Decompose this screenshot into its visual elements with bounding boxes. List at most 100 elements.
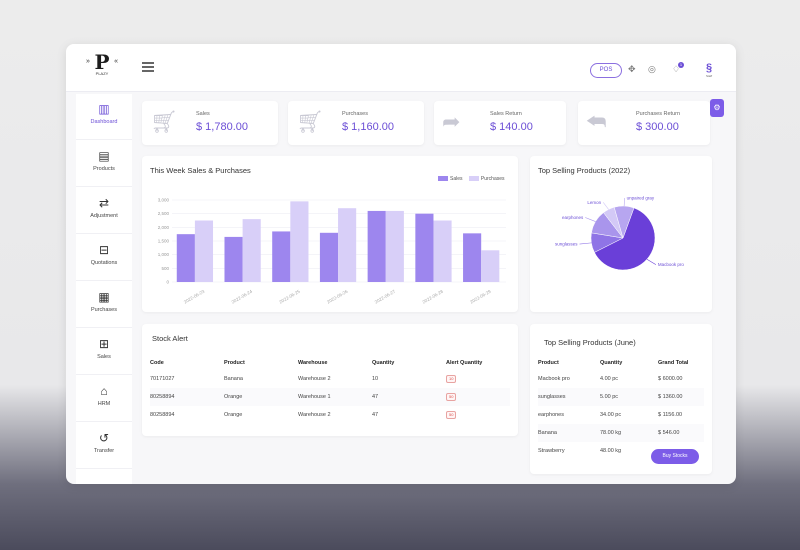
cell-code: 80258894 — [150, 412, 175, 418]
fullscreen-icon[interactable]: ✥ — [628, 64, 636, 74]
stat-card-sales[interactable]: 🛒︎ Sales $ 1,780.00 — [142, 101, 278, 145]
table-header-row: Code Product Warehouse Quantity Alert Qu… — [150, 356, 510, 370]
column-header: Warehouse — [298, 360, 328, 366]
bar-purchases[interactable] — [242, 219, 261, 282]
cell-product: Macbook pro — [538, 376, 570, 382]
legend-swatch-sales — [438, 176, 448, 182]
sidebar-item-dashboard[interactable]: ▥ Dashboard — [76, 94, 132, 140]
cart-icon: 🛒︎ — [150, 109, 178, 134]
user-avatar[interactable]: § Staff — [702, 62, 716, 80]
legend-swatch-purchases — [468, 176, 479, 182]
cell-quantity: 10 — [372, 376, 379, 382]
bar-purchases[interactable] — [290, 201, 309, 282]
bar-sales[interactable] — [319, 232, 339, 282]
stock-alert-card: Stock Alert Code Product Warehouse Quant… — [142, 324, 518, 436]
cell-warehouse: Warehouse 1 — [298, 394, 331, 400]
sidebar-item-label: Sales — [97, 354, 111, 360]
x-tick-label: 2022-06-23 — [183, 289, 206, 305]
bar-purchases[interactable] — [194, 220, 214, 283]
table-row[interactable]: earphones 34.00 pc $ 1156.00 — [538, 406, 704, 424]
app-logo[interactable]: » P PLAZY « — [86, 52, 118, 84]
bar-sales[interactable] — [224, 236, 243, 282]
y-tick-label: 3,000 — [158, 198, 170, 203]
pie-label: Lemon — [587, 200, 601, 205]
sidebar-item-transfer[interactable]: ↺ Transfer — [76, 423, 132, 469]
bar-purchases[interactable] — [433, 220, 452, 283]
sidebar: ▥ Dashboard ▤ Products ⇄ Adjustment ⊟ Qu… — [76, 94, 132, 484]
top-month-title: Top Selling Products (June) — [544, 338, 636, 347]
bar-sales[interactable] — [367, 210, 386, 282]
alert-quantity-badge: 50 — [446, 393, 457, 401]
column-header: Product — [538, 360, 559, 366]
bar-sales[interactable] — [415, 213, 434, 282]
x-tick-label: 2022-06-26 — [326, 289, 349, 305]
stat-label: Sales Return — [490, 111, 522, 117]
chart-title: This Week Sales & Purchases — [150, 166, 251, 175]
top-products-month-card: Top Selling Products (June) Product Quan… — [530, 324, 712, 474]
logo-right-wing-icon: « — [114, 58, 118, 65]
table-row[interactable]: 80258894 Orange Warehouse 1 47 50 — [150, 388, 510, 406]
sidebar-item-products[interactable]: ▤ Products — [76, 141, 132, 187]
cell-total: $ 6000.00 — [658, 376, 683, 382]
bar-purchases[interactable] — [385, 210, 404, 282]
notification-bell-icon[interactable]: ♢ — [672, 64, 681, 74]
bar-sales[interactable] — [272, 231, 291, 282]
chart-legend: Sales Purchases — [438, 176, 505, 182]
dashboard-icon: ▥ — [98, 102, 110, 116]
cell-code: 80258894 — [150, 394, 175, 400]
sidebar-item-label: Products — [93, 166, 115, 172]
alert-quantity-badge: 50 — [446, 411, 457, 419]
sidebar-item-label: HRM — [97, 401, 111, 407]
legend-label-sales: Sales — [450, 176, 463, 182]
language-globe-icon[interactable]: ◎ — [648, 64, 656, 74]
cell-warehouse: Warehouse 2 — [298, 412, 331, 418]
bar-sales[interactable] — [176, 234, 195, 282]
sales-icon: ⊞ — [98, 337, 110, 351]
pie-label: sunglasses — [555, 242, 578, 247]
buy-stocks-button[interactable]: Buy Stocks — [651, 449, 699, 464]
column-header: Alert Quantity — [446, 360, 483, 366]
stat-label: Purchases Return — [636, 111, 681, 117]
sidebar-item-adjustment[interactable]: ⇄ Adjustment — [76, 188, 132, 234]
hrm-icon: ⌂ — [100, 384, 108, 398]
avatar-icon: § — [705, 62, 713, 74]
sidebar-item-purchases[interactable]: ▦ Purchases — [76, 282, 132, 328]
x-tick-label: 2022-06-28 — [422, 289, 445, 305]
pie-slice[interactable] — [613, 205, 635, 239]
cell-quantity: 5.00 pc — [600, 394, 619, 400]
column-header: Code — [150, 360, 164, 366]
sidebar-item-quotations[interactable]: ⊟ Quotations — [76, 235, 132, 281]
table-row[interactable]: 70171027 Banana Warehouse 2 10 10 — [150, 370, 510, 388]
pie-leader-line — [646, 259, 657, 265]
stat-card-purchases-return[interactable]: ⮪ Purchases Return $ 300.00 — [578, 101, 710, 145]
stat-label: Sales — [196, 111, 210, 117]
stock-alert-table: Code Product Warehouse Quantity Alert Qu… — [150, 356, 510, 424]
sidebar-item-hrm[interactable]: ⌂ HRM — [76, 376, 132, 422]
table-row[interactable]: Banana 78.00 kg $ 546.00 — [538, 424, 704, 442]
y-tick-label: 1,000 — [158, 252, 170, 257]
forward-arrow-icon: ➦ — [442, 109, 461, 134]
stock-alert-title: Stock Alert — [152, 334, 188, 343]
bar-purchases[interactable] — [338, 208, 357, 282]
table-row[interactable]: 80258894 Orange Warehouse 2 47 50 — [150, 406, 510, 424]
cell-product: sunglasses — [538, 394, 566, 400]
table-row[interactable]: Strawberry 48.00 kg — [538, 442, 704, 460]
stat-card-sales-return[interactable]: ➦ Sales Return $ 140.00 — [434, 101, 566, 145]
cell-product: Orange — [224, 412, 243, 418]
pie-slice[interactable] — [594, 207, 656, 271]
menu-toggle-icon[interactable] — [142, 62, 154, 72]
bar-purchases[interactable] — [481, 250, 500, 282]
cell-total: $ 1156.00 — [658, 412, 683, 418]
bar-sales[interactable] — [463, 233, 482, 282]
stat-label: Purchases — [342, 111, 368, 117]
table-row[interactable]: sunglasses 5.00 pc $ 1360.00 — [538, 388, 704, 406]
sidebar-item-sales[interactable]: ⊞ Sales — [76, 329, 132, 375]
pie-chart: Macbook pro sunglasses earphones Lemon unpai… — [555, 196, 684, 271]
settings-gear-icon[interactable]: ⚙ — [710, 99, 724, 117]
cell-product: Banana — [224, 376, 243, 382]
pos-button[interactable]: POS — [590, 63, 622, 78]
cell-product: Strawberry — [538, 448, 565, 454]
stat-card-purchases[interactable]: 🛒︎ Purchases $ 1,160.00 — [288, 101, 424, 145]
cell-product: Banana — [538, 430, 557, 436]
table-row[interactable]: Macbook pro 4.00 pc $ 6000.00 — [538, 370, 704, 388]
